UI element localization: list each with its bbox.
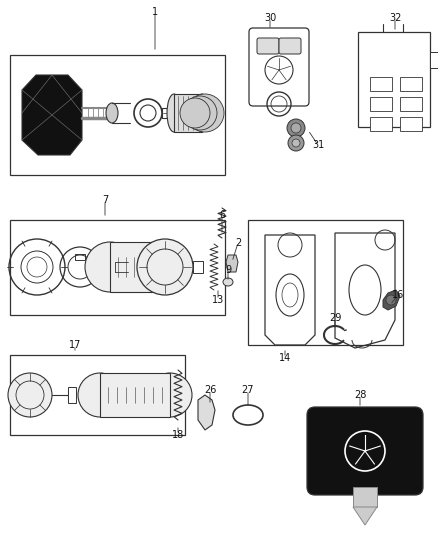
Bar — [174, 94, 202, 132]
Text: 27: 27 — [242, 385, 254, 395]
Circle shape — [386, 295, 396, 305]
Ellipse shape — [223, 278, 233, 286]
Bar — [400, 77, 422, 91]
Text: 17: 17 — [69, 340, 81, 350]
Ellipse shape — [195, 94, 209, 132]
Bar — [10, 355, 185, 435]
Circle shape — [288, 135, 304, 151]
Polygon shape — [383, 290, 400, 310]
Bar — [400, 97, 422, 111]
Bar — [193, 261, 203, 273]
Bar — [10, 220, 225, 315]
Circle shape — [78, 373, 122, 417]
Text: 1: 1 — [152, 7, 158, 17]
Bar — [248, 220, 403, 345]
Text: 13: 13 — [212, 295, 224, 305]
Polygon shape — [198, 395, 215, 430]
Bar — [353, 487, 377, 507]
Text: 16: 16 — [392, 290, 404, 300]
Text: 2: 2 — [235, 238, 241, 248]
Text: 28: 28 — [354, 390, 366, 400]
Text: 26: 26 — [204, 385, 216, 395]
Polygon shape — [353, 507, 377, 525]
Text: 6: 6 — [219, 210, 225, 220]
Bar — [68, 387, 76, 403]
Circle shape — [140, 242, 190, 292]
Text: 18: 18 — [172, 430, 184, 440]
Circle shape — [291, 123, 301, 133]
Ellipse shape — [183, 96, 217, 130]
Polygon shape — [226, 255, 238, 272]
Text: 14: 14 — [279, 353, 291, 363]
Bar — [370, 117, 392, 131]
Bar — [358, 32, 430, 127]
Circle shape — [137, 239, 193, 295]
Text: 29: 29 — [329, 313, 341, 323]
Text: 9: 9 — [225, 265, 231, 275]
Bar — [430, 52, 438, 68]
Ellipse shape — [186, 94, 224, 132]
Text: 30: 30 — [264, 13, 276, 23]
Bar — [110, 242, 165, 292]
Ellipse shape — [180, 98, 210, 128]
FancyBboxPatch shape — [257, 38, 279, 54]
Bar — [165, 263, 173, 271]
Bar — [162, 108, 172, 118]
Ellipse shape — [167, 94, 181, 132]
Circle shape — [292, 139, 300, 147]
Bar — [370, 77, 392, 91]
Text: 7: 7 — [102, 195, 108, 205]
Bar — [75, 254, 85, 260]
Ellipse shape — [106, 103, 118, 123]
Bar — [400, 117, 422, 131]
Text: 31: 31 — [312, 140, 324, 150]
Circle shape — [148, 373, 192, 417]
Polygon shape — [22, 75, 82, 155]
FancyBboxPatch shape — [279, 38, 301, 54]
Bar — [100, 373, 170, 417]
Circle shape — [85, 242, 135, 292]
Circle shape — [287, 119, 305, 137]
Text: 32: 32 — [389, 13, 401, 23]
FancyBboxPatch shape — [307, 407, 423, 495]
Circle shape — [8, 373, 52, 417]
Bar — [10, 55, 225, 175]
Bar — [370, 97, 392, 111]
FancyBboxPatch shape — [249, 28, 309, 106]
